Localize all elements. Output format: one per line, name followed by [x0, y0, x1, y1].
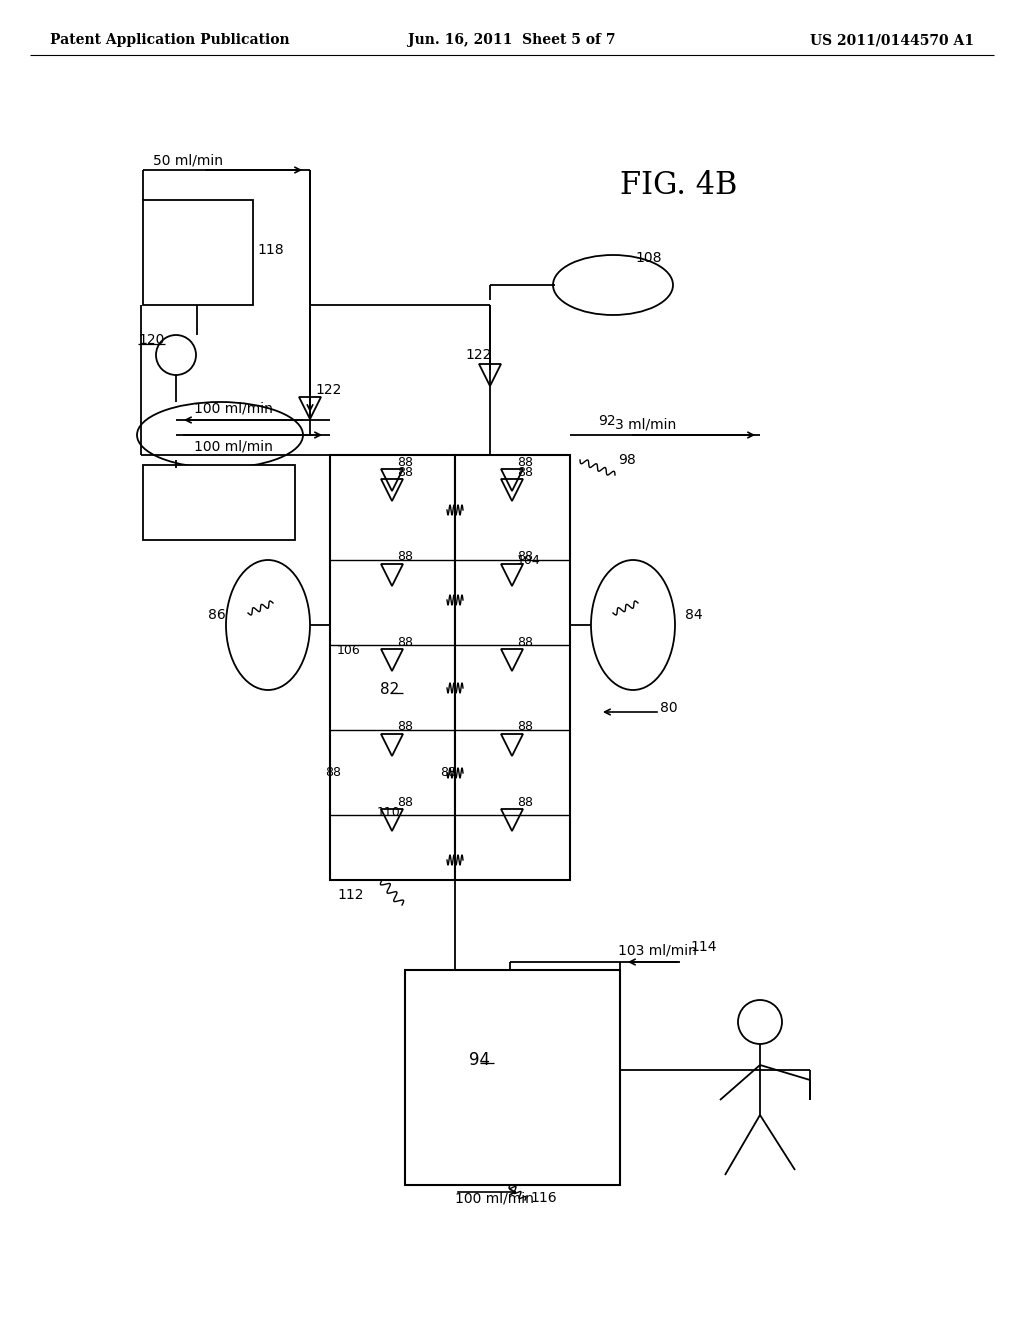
Text: Patent Application Publication: Patent Application Publication [50, 33, 290, 48]
Text: 122: 122 [465, 348, 492, 362]
Text: 88: 88 [325, 767, 341, 780]
Text: 88: 88 [397, 796, 413, 808]
Text: FIG. 4B: FIG. 4B [620, 169, 737, 201]
Text: 88: 88 [517, 550, 534, 564]
Text: 88: 88 [440, 767, 456, 780]
Text: Jun. 16, 2011  Sheet 5 of 7: Jun. 16, 2011 Sheet 5 of 7 [409, 33, 615, 48]
Ellipse shape [137, 403, 303, 469]
Bar [143, 465, 295, 540]
Text: 50 ml/min: 50 ml/min [153, 153, 223, 168]
Text: 88: 88 [517, 721, 534, 734]
Text: 88: 88 [397, 635, 413, 648]
Text: 112: 112 [337, 888, 364, 902]
Text: 88: 88 [517, 455, 534, 469]
Text: 100 ml/min: 100 ml/min [194, 440, 272, 454]
Text: 88: 88 [517, 635, 534, 648]
Ellipse shape [591, 560, 675, 690]
Text: 88: 88 [397, 466, 413, 479]
Text: 3 ml/min: 3 ml/min [615, 417, 676, 432]
Text: 110: 110 [377, 807, 400, 820]
Ellipse shape [553, 255, 673, 315]
Text: 88: 88 [517, 796, 534, 808]
Text: 120: 120 [138, 333, 165, 347]
Ellipse shape [226, 560, 310, 690]
Text: 100 ml/min: 100 ml/min [455, 1191, 534, 1205]
Text: 116: 116 [530, 1191, 557, 1205]
Bar [406, 970, 620, 1185]
Text: 88: 88 [397, 721, 413, 734]
Text: 82: 82 [380, 682, 399, 697]
Bar [330, 455, 455, 880]
Text: 106: 106 [337, 644, 360, 656]
Bar [455, 455, 570, 880]
Text: 104: 104 [517, 553, 541, 566]
Text: 98: 98 [618, 453, 636, 467]
Text: 118: 118 [257, 243, 284, 257]
Text: 86: 86 [208, 609, 225, 622]
Text: 114: 114 [690, 940, 717, 954]
Text: 122: 122 [315, 383, 341, 397]
Circle shape [156, 335, 196, 375]
Text: 80: 80 [660, 701, 678, 715]
Text: US 2011/0144570 A1: US 2011/0144570 A1 [810, 33, 974, 48]
Text: 88: 88 [397, 455, 413, 469]
Circle shape [738, 1001, 782, 1044]
Text: 84: 84 [685, 609, 702, 622]
Text: 88: 88 [517, 466, 534, 479]
Text: 92: 92 [598, 414, 615, 428]
Text: 94: 94 [469, 1051, 490, 1069]
Text: 88: 88 [397, 550, 413, 564]
Text: 108: 108 [635, 251, 662, 265]
Text: 100 ml/min: 100 ml/min [194, 403, 272, 416]
Text: 103 ml/min: 103 ml/min [618, 942, 697, 957]
Bar [143, 201, 253, 305]
